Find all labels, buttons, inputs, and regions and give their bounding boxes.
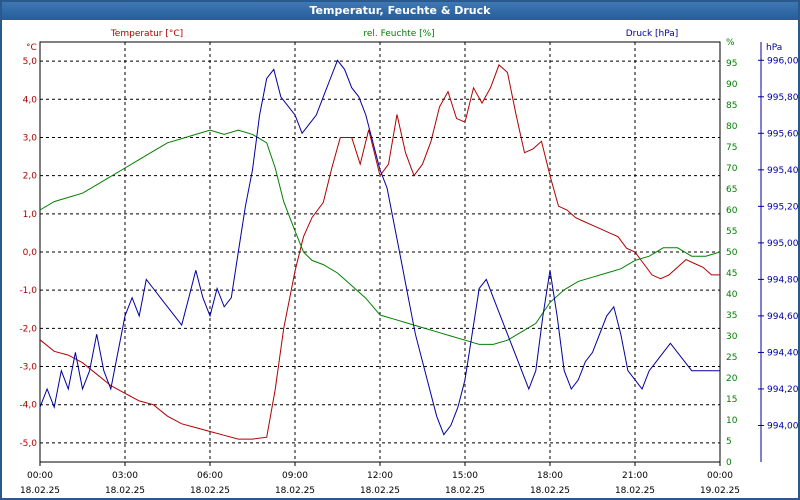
left-tick-label: -3,0 <box>19 363 37 373</box>
window-title: Temperatur, Feuchte & Druck <box>2 2 798 20</box>
x-tick-label-date: 18.02.25 <box>615 486 655 496</box>
humidity-tick-label: 0 <box>726 458 732 468</box>
humidity-line <box>39 129 721 345</box>
humidity-tick-label: 25 <box>726 353 737 363</box>
pressure-tick-label: 995,00 <box>767 239 798 249</box>
humidity-tick-label: 10 <box>726 416 738 426</box>
x-tick-label-date: 18.02.25 <box>445 486 485 496</box>
humidity-tick-label: 40 <box>726 290 738 300</box>
humidity-tick-label: 50 <box>726 248 738 258</box>
humidity-tick-label: 35 <box>726 311 737 321</box>
pressure-tick-label: 995,20 <box>767 202 798 212</box>
left-axis-unit: °C <box>26 43 37 53</box>
pressure-tick-label: 994,00 <box>767 421 798 431</box>
legend-label: Druck [hPa] <box>626 29 679 39</box>
left-tick-label: -4,0 <box>19 401 37 411</box>
legend-label: Temperatur [°C] <box>110 29 183 39</box>
pressure-axis-unit: hPa <box>766 43 782 53</box>
pressure-tick-label: 995,60 <box>767 129 798 139</box>
humidity-tick-label: 90 <box>726 80 738 90</box>
left-tick-label: 2,0 <box>23 172 38 182</box>
x-tick-label-time: 15:00 <box>452 471 478 481</box>
x-tick-label-time: 00:00 <box>27 471 53 481</box>
left-tick-label: -1,0 <box>19 286 37 296</box>
humidity-tick-label: 70 <box>726 164 738 174</box>
pressure-line <box>39 59 720 436</box>
humidity-tick-label: % <box>726 38 735 48</box>
x-tick-label-date: 18.02.25 <box>530 486 570 496</box>
x-tick-label-time: 12:00 <box>367 471 393 481</box>
x-tick-label-time: 00:00 <box>707 471 733 481</box>
humidity-tick-label: 20 <box>726 374 738 384</box>
pressure-tick-label: 995,40 <box>767 166 798 176</box>
humidity-tick-label: 60 <box>726 206 738 216</box>
x-tick-label-time: 06:00 <box>197 471 223 481</box>
humidity-tick-label: 15 <box>726 395 737 405</box>
left-tick-label: -5,0 <box>19 439 37 449</box>
left-tick-label: 1,0 <box>23 210 38 220</box>
pressure-tick-label: 994,40 <box>767 348 798 358</box>
humidity-tick-label: 95 <box>726 59 737 69</box>
humidity-tick-label: 30 <box>726 332 738 342</box>
left-tick-label: 4,0 <box>23 95 38 105</box>
pressure-tick-label: 994,80 <box>767 275 798 285</box>
x-tick-label-time: 18:00 <box>537 471 563 481</box>
pressure-tick-label: 995,80 <box>767 93 798 103</box>
x-tick-label-date: 18.02.25 <box>275 486 315 496</box>
pressure-tick-label: 994,20 <box>767 385 798 395</box>
humidity-tick-label: 80 <box>726 122 738 132</box>
x-tick-label-time: 21:00 <box>622 471 648 481</box>
temperature-line <box>39 64 720 440</box>
x-tick-label-date: 18.02.25 <box>190 486 230 496</box>
x-tick-label-date: 18.02.25 <box>105 486 145 496</box>
x-tick-label-date: 18.02.25 <box>360 486 400 496</box>
left-tick-label: 3,0 <box>23 133 38 143</box>
humidity-tick-label: 45 <box>726 269 737 279</box>
humidity-tick-label: 5 <box>726 437 732 447</box>
left-tick-label: 5,0 <box>23 57 38 67</box>
humidity-tick-label: 55 <box>726 227 737 237</box>
legend-label: rel. Feuchte [%] <box>363 29 434 39</box>
humidity-tick-label: 75 <box>726 143 737 153</box>
x-tick-label-time: 09:00 <box>282 471 308 481</box>
x-tick-label-date: 18.02.25 <box>20 486 60 496</box>
pressure-tick-label: 996,00 <box>767 56 798 66</box>
left-tick-label: -2,0 <box>19 324 37 334</box>
humidity-tick-label: 65 <box>726 185 737 195</box>
x-tick-label-date: 19.02.25 <box>700 486 740 496</box>
left-tick-label: 0,0 <box>23 248 38 258</box>
humidity-tick-label: 85 <box>726 101 737 111</box>
x-tick-label-time: 03:00 <box>112 471 138 481</box>
pressure-tick-label: 994,60 <box>767 312 798 322</box>
